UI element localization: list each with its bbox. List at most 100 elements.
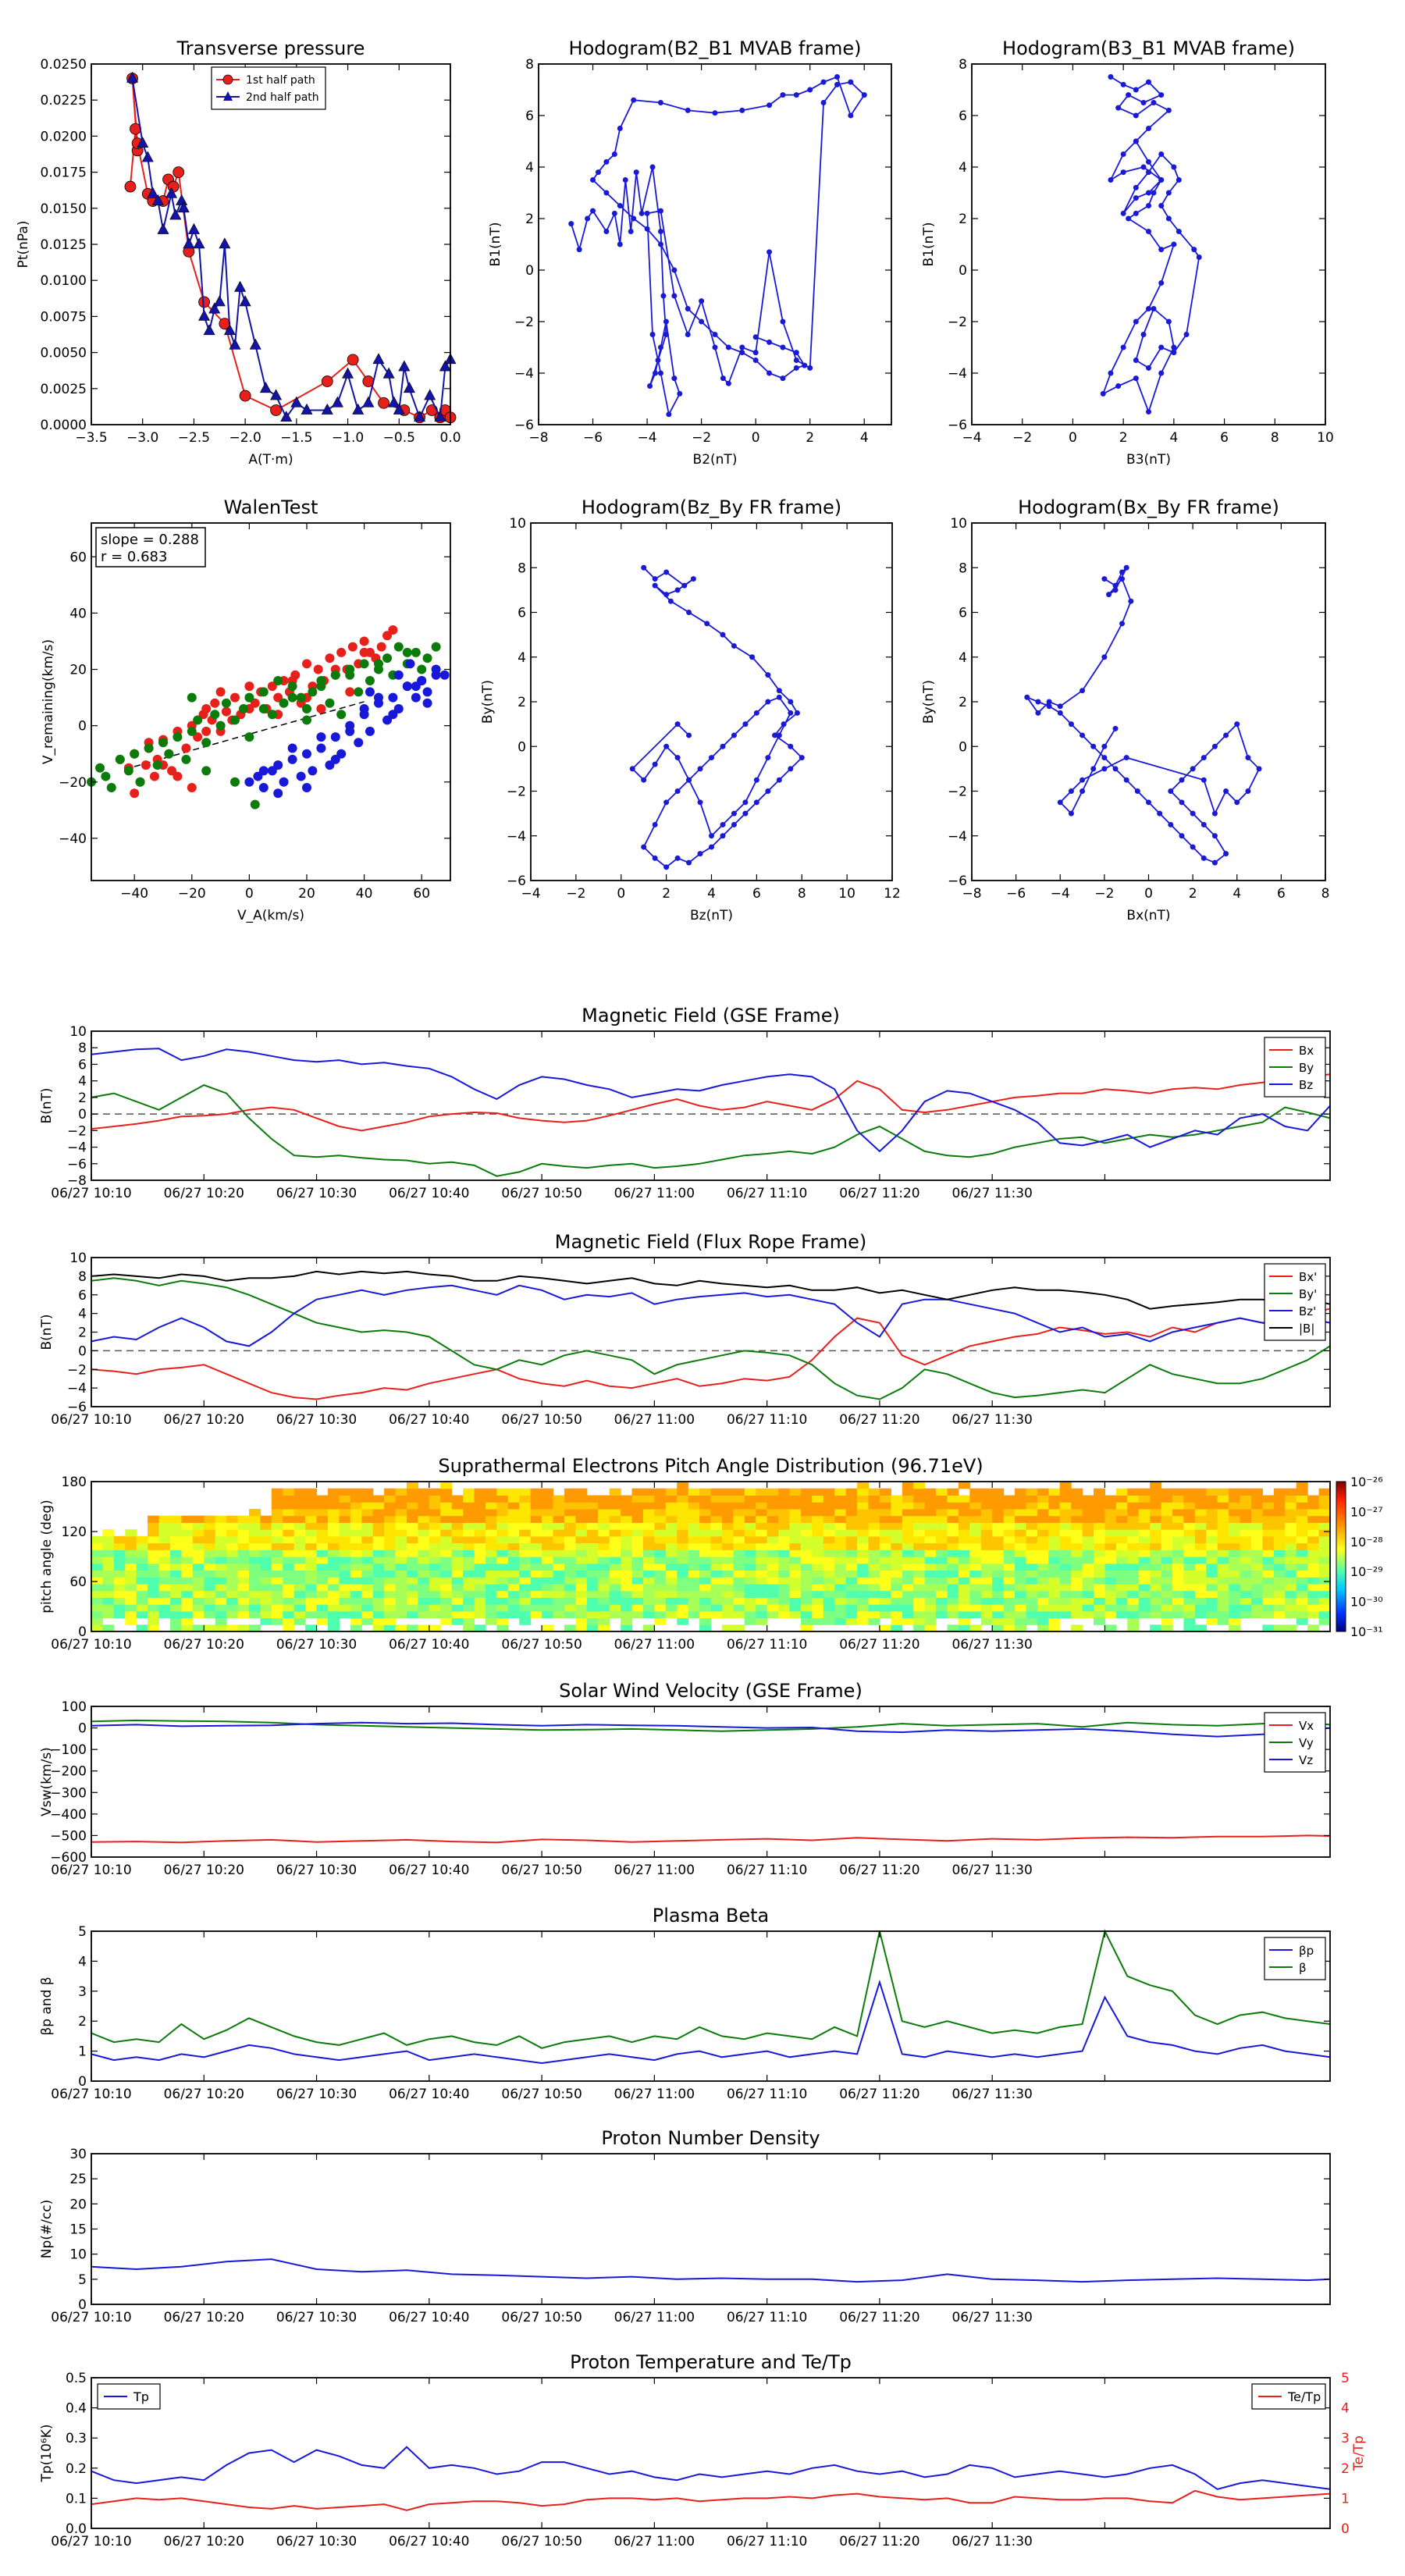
data-point — [765, 755, 771, 761]
legend-label: Bx — [1299, 1044, 1314, 1058]
heatmap-cell — [102, 1535, 115, 1544]
heatmap-cell — [271, 1495, 283, 1503]
heatmap-cell — [519, 1515, 532, 1523]
heatmap-cell — [1262, 1610, 1275, 1619]
heatmap-cell — [283, 1522, 295, 1530]
data-point — [1112, 725, 1119, 731]
heatmap-cell — [339, 1577, 351, 1585]
heatmap-cell — [158, 1522, 171, 1530]
heatmap-cell — [1206, 1550, 1218, 1557]
heatmap-cell — [293, 1617, 306, 1625]
heatmap-cell — [789, 1597, 802, 1605]
data-point — [603, 229, 610, 234]
data-point — [802, 362, 808, 368]
series-line — [91, 1277, 1331, 1400]
heatmap-cell — [1059, 1570, 1072, 1578]
heatmap-cell — [91, 1597, 103, 1605]
panel-transverse-pressure: −3.5 −3.0 −2.5 −2.0 −1.5 −1.0 −0.5 0.00.00000.0… — [16, 37, 461, 468]
heatmap-cell — [136, 1557, 148, 1564]
heatmap-cell — [688, 1535, 700, 1544]
heatmap-cell — [902, 1577, 914, 1585]
heatmap-cell — [361, 1535, 374, 1544]
x-tick-label: −3.5 — [75, 430, 107, 446]
heatmap-cell — [654, 1522, 667, 1530]
heatmap-cell — [204, 1597, 216, 1605]
data-point — [712, 344, 718, 350]
heatmap-cell — [530, 1535, 542, 1544]
heatmap-cell — [1161, 1529, 1173, 1537]
heatmap-cell — [631, 1590, 644, 1598]
y-tick-label: 15 — [69, 2222, 87, 2238]
heatmap-cell — [440, 1550, 453, 1557]
x-tick-label: 06/27 11:30 — [951, 1863, 1032, 1878]
heatmap-cell — [744, 1590, 756, 1598]
y-axis-label: By(nT) — [921, 680, 937, 724]
heatmap-cell — [586, 1590, 599, 1598]
data-point — [187, 222, 200, 234]
heatmap-cell — [767, 1502, 779, 1510]
heatmap-cell — [609, 1563, 621, 1571]
chart-title: Hodogram(B2_B1 MVAB frame) — [569, 37, 862, 59]
heatmap-cell — [1003, 1570, 1016, 1578]
heatmap-cell — [1285, 1590, 1297, 1598]
x-tick-label: 06/27 10:10 — [51, 2087, 131, 2102]
heatmap-cell — [767, 1495, 779, 1503]
data-point — [1120, 344, 1126, 350]
heatmap-cell — [710, 1542, 723, 1550]
heatmap-cell — [1150, 1597, 1162, 1605]
heatmap-cell — [1273, 1577, 1286, 1585]
heatmap-cell — [1048, 1508, 1061, 1517]
heatmap-cell — [463, 1583, 475, 1592]
legend-label: Bx' — [1299, 1270, 1317, 1284]
x-tick-label: 06/27 11:10 — [727, 1412, 807, 1428]
heatmap-cell — [429, 1557, 441, 1564]
heatmap-cell — [1015, 1604, 1026, 1612]
heatmap-cell — [621, 1542, 633, 1550]
heatmap-cell — [857, 1522, 870, 1530]
heatmap-cell — [733, 1508, 745, 1517]
heatmap-cell — [407, 1542, 418, 1550]
heatmap-cell — [1037, 1563, 1049, 1571]
heatmap-cell — [361, 1590, 374, 1598]
heatmap-cell — [474, 1597, 486, 1605]
data-point — [345, 670, 355, 680]
heatmap-cell — [407, 1535, 418, 1544]
heatmap-cell — [1194, 1577, 1207, 1585]
heatmap-cell — [1048, 1557, 1061, 1564]
heatmap-cell — [699, 1502, 712, 1510]
annotation-box — [95, 527, 206, 568]
heatmap-cell — [305, 1604, 318, 1612]
heatmap-cell — [553, 1529, 565, 1537]
data-point — [1108, 177, 1114, 183]
heatmap-cell — [1094, 1550, 1105, 1557]
heatmap-cell — [688, 1597, 700, 1605]
data-point — [316, 704, 326, 714]
heatmap-cell — [1015, 1617, 1026, 1625]
heatmap-cell — [1285, 1604, 1297, 1612]
data-point — [739, 350, 745, 356]
heatmap-cell — [102, 1583, 115, 1592]
data-point — [663, 864, 670, 870]
y2-tick-label: 5 — [1341, 2371, 1350, 2386]
panel-plasma-beta: 06/27 10:10 06/27 10:20 06/27 10:30 06/27 1… — [39, 1905, 1331, 2102]
legend-label: Vy — [1299, 1736, 1314, 1750]
heatmap-cell — [1015, 1557, 1026, 1564]
heatmap-cell — [789, 1590, 802, 1598]
data-point — [1211, 810, 1218, 817]
heatmap-cell — [665, 1583, 678, 1592]
heatmap-cell — [834, 1610, 847, 1619]
data-point — [302, 704, 311, 714]
heatmap-cell — [451, 1610, 464, 1619]
heatmap-cell — [913, 1482, 926, 1489]
data-point — [130, 749, 140, 759]
heatmap-cell — [293, 1563, 306, 1571]
heatmap-cell — [237, 1624, 250, 1632]
heatmap-cell — [1194, 1590, 1207, 1598]
heatmap-cell — [237, 1583, 250, 1592]
heatmap-cell — [992, 1542, 1005, 1550]
heatmap-cell — [283, 1597, 295, 1605]
heatmap-cell — [384, 1617, 397, 1625]
heatmap-cell — [756, 1583, 768, 1592]
y2-axis-label: Te/Tp — [1351, 2435, 1367, 2471]
data-point — [345, 726, 355, 736]
